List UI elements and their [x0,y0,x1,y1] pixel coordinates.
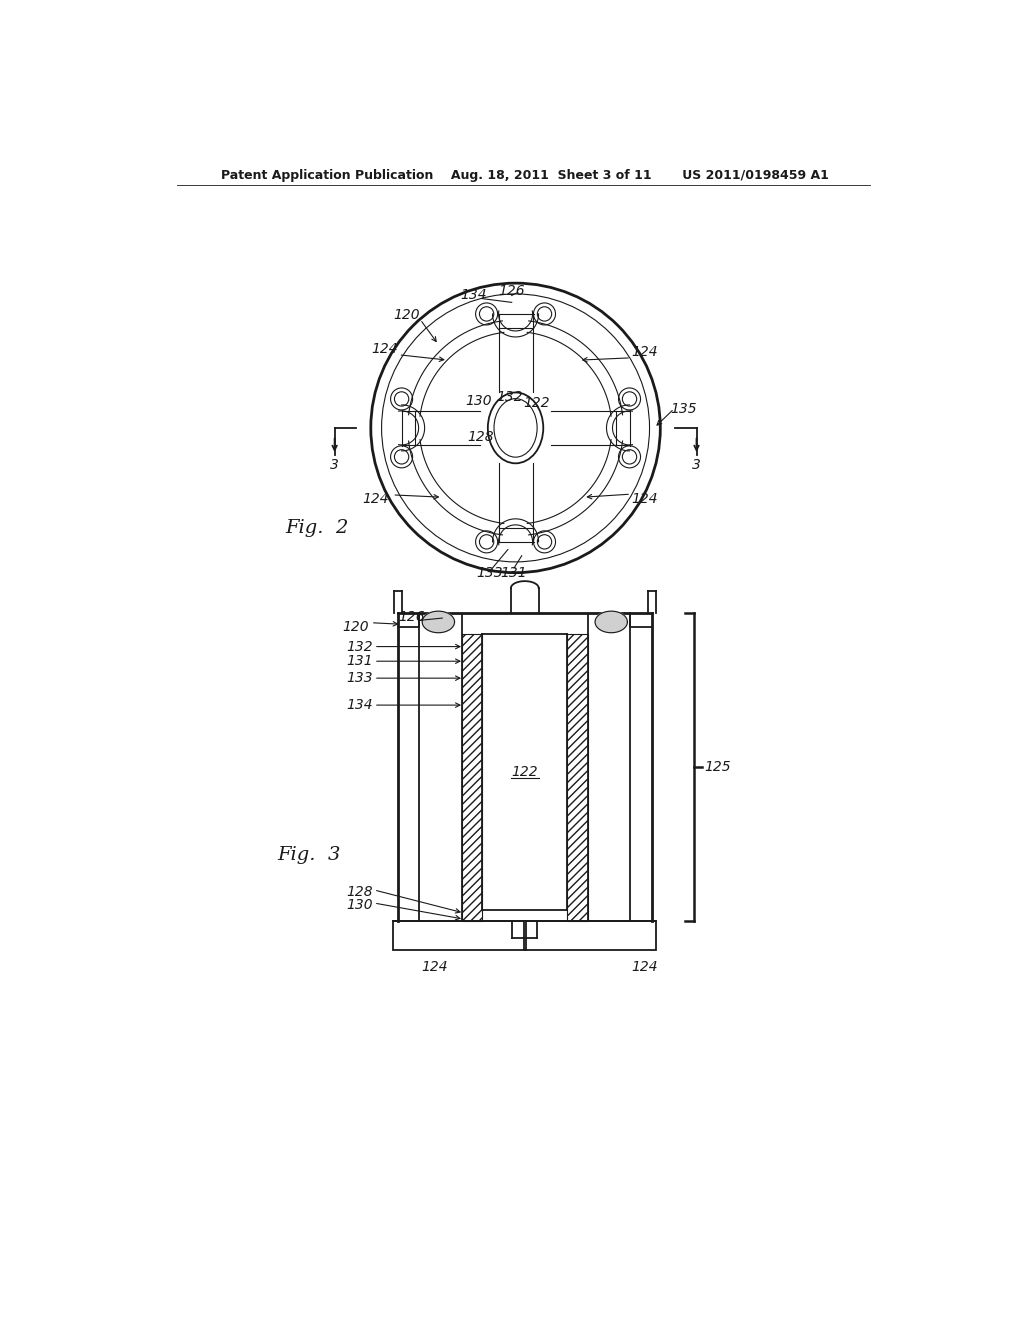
Polygon shape [422,611,455,632]
Text: 124: 124 [632,492,658,506]
Polygon shape [595,611,628,632]
Text: 133: 133 [476,566,503,579]
Text: 120: 120 [393,308,420,322]
Bar [393,921,525,950]
Text: 131: 131 [347,655,374,668]
Text: Patent Application Publication    Aug. 18, 2011  Sheet 3 of 11       US 2011/019: Patent Application Publication Aug. 18, … [221,169,828,182]
Text: 125: 125 [703,760,730,774]
Text: Fig.  3: Fig. 3 [278,846,341,865]
Text: 120: 120 [342,619,369,634]
Text: 126: 126 [398,610,425,624]
Text: 135: 135 [670,401,696,416]
Text: 130: 130 [347,899,374,912]
Text: 3: 3 [692,458,701,471]
Text: 122: 122 [524,396,551,411]
Text: 131: 131 [501,566,527,579]
Bar [524,921,656,950]
Text: 3: 3 [330,458,339,471]
Text: 122: 122 [511,766,539,779]
Text: 124: 124 [631,960,657,974]
Text: 128: 128 [347,886,374,899]
Text: 132: 132 [347,640,374,653]
Text: 130: 130 [465,393,492,408]
Text: 126: 126 [499,284,525,298]
Text: 134: 134 [460,288,486,302]
Text: 132: 132 [496,391,522,404]
Text: 133: 133 [347,671,374,685]
Text: 128: 128 [468,430,495,444]
Text: 124: 124 [632,346,658,359]
Text: 124: 124 [372,342,398,356]
Text: 124: 124 [422,960,449,974]
Text: 134: 134 [347,698,374,711]
Bar [462,635,482,921]
Text: 124: 124 [362,492,389,506]
Text: Fig.  2: Fig. 2 [286,519,348,537]
Bar [567,635,588,921]
